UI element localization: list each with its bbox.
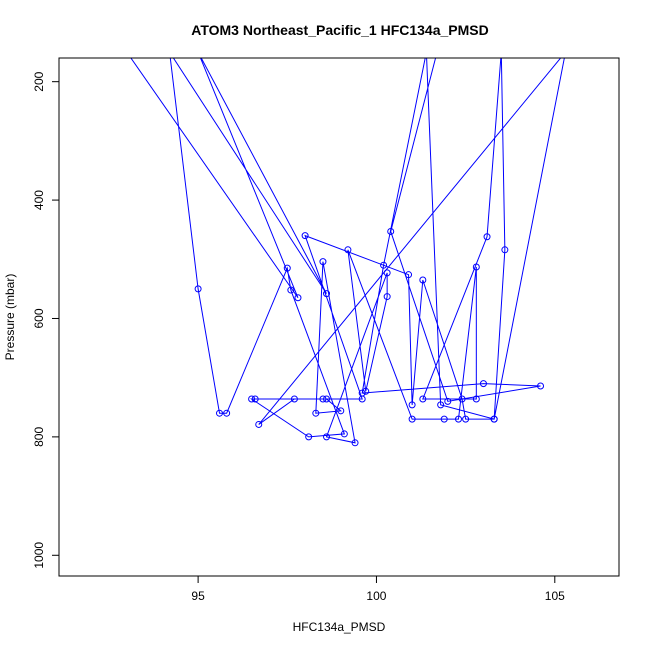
data-point: [483, 233, 491, 241]
data-point: [383, 293, 391, 301]
data-point: [305, 433, 313, 441]
data-point: [312, 409, 320, 417]
data-point: [537, 382, 545, 390]
data-point: [290, 395, 298, 403]
series-line: [130, 58, 565, 444]
data-point: [472, 395, 480, 403]
data-point: [255, 420, 263, 428]
data-point: [479, 380, 487, 388]
data-point: [344, 246, 352, 254]
data-point: [251, 395, 259, 403]
data-point: [323, 290, 331, 298]
data-point: [490, 415, 498, 423]
plot-frame: [58, 57, 620, 577]
data-point: [437, 401, 445, 409]
y-tick-label: 1000: [32, 542, 46, 569]
data-point: [223, 409, 231, 417]
x-axis: 95 100 105: [191, 576, 565, 603]
data-point: [351, 439, 359, 447]
data-point: [362, 387, 370, 395]
data-point: [472, 263, 480, 271]
data-point: [216, 409, 224, 417]
plot-region: [130, 58, 565, 447]
chart-title: ATOM3 Northeast_Pacific_1 HFC134a_PMSD: [191, 22, 488, 38]
data-point: [462, 415, 470, 423]
data-point: [301, 232, 309, 240]
data-point: [323, 395, 331, 403]
data-point: [383, 269, 391, 277]
data-point: [408, 415, 416, 423]
data-point: [444, 397, 452, 405]
data-point: [419, 395, 427, 403]
data-point: [319, 258, 327, 266]
data-point: [419, 276, 427, 284]
y-tick-label: 400: [32, 190, 46, 210]
data-point: [440, 415, 448, 423]
data-point: [408, 401, 416, 409]
data-point: [337, 407, 345, 415]
y-tick-label: 600: [32, 308, 46, 328]
data-point: [501, 246, 509, 254]
y-tick-label: 800: [32, 427, 46, 447]
data-point: [405, 271, 413, 279]
y-axis: 200 400 600 800 1000: [32, 71, 59, 569]
data-point: [340, 430, 348, 438]
data-point: [458, 395, 466, 403]
data-point: [283, 264, 291, 272]
data-point: [194, 285, 202, 293]
y-axis-label: Pressure (mbar): [3, 274, 17, 361]
data-point: [323, 433, 331, 441]
y-tick-label: 200: [32, 71, 46, 91]
data-point: [454, 415, 462, 423]
data-point: [358, 389, 366, 397]
data-point: [380, 261, 388, 269]
x-tick-label: 95: [191, 589, 205, 603]
data-point: [319, 395, 327, 403]
x-tick-label: 100: [366, 589, 386, 603]
x-tick-label: 105: [545, 589, 565, 603]
data-point: [287, 286, 295, 294]
data-point: [387, 227, 395, 235]
data-point: [294, 294, 302, 302]
x-axis-label: HFC134a_PMSD: [293, 620, 386, 634]
data-point: [248, 395, 256, 403]
